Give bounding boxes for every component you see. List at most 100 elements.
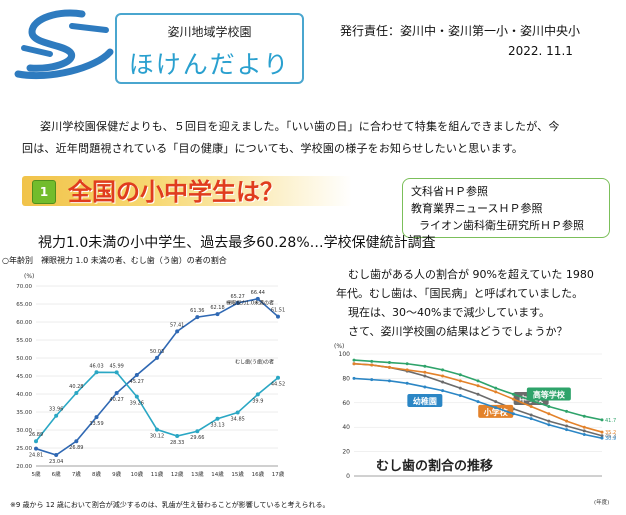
- data-point: [195, 429, 200, 434]
- vision-chart-footnote: ※9 歳から 12 歳において割合が減少するのは、乳歯が生え替わることが影響して…: [10, 501, 330, 509]
- data-point: [405, 362, 409, 366]
- data-label: 29.66: [190, 435, 204, 441]
- y-tick-label: 50.00: [16, 356, 32, 362]
- y-axis-unit: (%): [334, 343, 344, 350]
- data-label: 45.27: [130, 379, 144, 385]
- vision-cavity-line-chart: (%) 20.00 25.00 30.00 35.00 40.00 45.00 50.00 55…: [16, 273, 285, 478]
- reference-item: 文科省ＨＰ参照: [411, 185, 488, 198]
- series-tag-label: 小学校: [483, 407, 509, 417]
- data-point: [405, 381, 409, 385]
- data-point: [441, 374, 445, 378]
- data-point: [565, 409, 569, 413]
- series-tag: [407, 393, 443, 407]
- y-tick-label: 60.00: [16, 320, 32, 326]
- x-tick-label: 14歳: [211, 470, 224, 478]
- data-point: [582, 433, 586, 437]
- data-point: [235, 410, 240, 415]
- issue-date: 2022. 11.1: [508, 44, 573, 58]
- y-tick-label: 80: [342, 375, 350, 382]
- cavity-text-line-3: 現在は、30～40%まで減少しています。: [348, 306, 551, 319]
- series-line: [35, 297, 279, 456]
- data-label: 40.27: [110, 397, 124, 403]
- data-point: [565, 428, 569, 432]
- data-point: [94, 415, 99, 420]
- reference-item: ライオン歯科衛生研究所ＨＰ参照: [419, 219, 584, 232]
- series-tag: [478, 404, 514, 418]
- data-label: 24.81: [29, 453, 43, 459]
- section-header-bar: [22, 176, 352, 206]
- data-point: [54, 453, 59, 458]
- data-point: [423, 385, 427, 389]
- end-value-label: 46.3: [605, 434, 616, 440]
- y-tick-label: 100: [339, 351, 351, 358]
- data-point: [458, 386, 462, 390]
- x-tick-label: 5歳: [32, 470, 41, 478]
- data-point: [74, 439, 79, 444]
- data-label: 26.89: [29, 432, 43, 438]
- data-label: 57.41: [170, 322, 184, 328]
- end-value-label: 30.9: [605, 436, 616, 442]
- data-point: [255, 296, 260, 301]
- data-point: [476, 384, 480, 388]
- y-tick-label: 0: [346, 473, 350, 480]
- data-point: [600, 436, 604, 440]
- data-label: 33.59: [89, 421, 103, 427]
- cavity-trend-chart: (%)020406080100(年度)46.3中学校41.7高等学校35.2小学…: [334, 343, 616, 506]
- intro-line-2: 回は、近年問題視されている「目の健康」についても、学校園の様子をお知らせしたいと…: [22, 142, 524, 155]
- data-label: 33.13: [210, 423, 224, 429]
- data-point: [582, 414, 586, 418]
- data-point: [94, 370, 99, 375]
- data-point: [175, 434, 180, 439]
- data-point: [582, 429, 586, 433]
- data-label: 30.12: [150, 434, 164, 440]
- data-label: 26.89: [69, 445, 83, 451]
- x-tick-label: 9歳: [112, 470, 121, 478]
- data-point: [34, 439, 38, 444]
- y-tick-label: 30.00: [16, 428, 32, 434]
- data-point: [511, 392, 515, 396]
- data-label: 45.99: [110, 363, 124, 369]
- data-point: [370, 378, 374, 382]
- data-point: [352, 358, 356, 362]
- data-point: [276, 314, 280, 319]
- data-point: [215, 416, 220, 421]
- data-point: [114, 370, 119, 375]
- org-name: 姿川地域学校園: [167, 25, 252, 39]
- data-point: [476, 392, 480, 396]
- data-label: 33.96: [49, 407, 63, 413]
- data-point: [276, 375, 280, 380]
- data-point: [547, 419, 551, 423]
- data-point: [458, 393, 462, 397]
- data-point: [134, 373, 139, 378]
- data-point: [458, 379, 462, 383]
- data-point: [352, 376, 356, 380]
- references-box: 文科省ＨＰ参照 教育業界ニュースＨＰ参照 ライオン歯科衛生研究所ＨＰ参照: [402, 178, 610, 238]
- data-point: [34, 446, 38, 451]
- series-label-cavity: むし歯(う歯)の者: [235, 359, 274, 366]
- end-value-label: 41.7: [605, 418, 616, 424]
- vision-chart-title: ○年齢別 裸眼視力 1.0 未満の者、むし歯（う歯）の者の割合: [2, 256, 227, 265]
- y-tick-label: 35.00: [16, 410, 32, 416]
- data-label: 39.26: [130, 401, 144, 407]
- section-number-badge: 1: [32, 180, 56, 204]
- data-label: 39.9: [252, 398, 263, 404]
- data-point: [387, 361, 391, 365]
- data-point: [441, 389, 445, 393]
- data-point: [387, 379, 391, 383]
- x-tick-label: 13歳: [191, 470, 204, 478]
- section-title: 全国の小中学生は？: [68, 178, 284, 206]
- x-tick-label: 17歳: [272, 470, 285, 478]
- data-point: [511, 397, 515, 401]
- data-point: [405, 368, 409, 372]
- data-label: 40.28: [69, 384, 83, 390]
- data-point: [423, 374, 427, 378]
- data-point: [441, 380, 445, 384]
- newsletter-title: ほけんだより: [128, 50, 291, 79]
- data-point: [476, 379, 480, 383]
- cavity-text-line-4: さて、姿川学校園の結果はどうでしょうか？: [348, 325, 568, 338]
- x-tick-label: 11歳: [151, 470, 164, 478]
- data-point: [155, 427, 159, 432]
- x-tick-label: 10歳: [131, 470, 144, 478]
- data-label: 61.36: [190, 308, 204, 314]
- end-value-label: 35.2: [605, 430, 616, 436]
